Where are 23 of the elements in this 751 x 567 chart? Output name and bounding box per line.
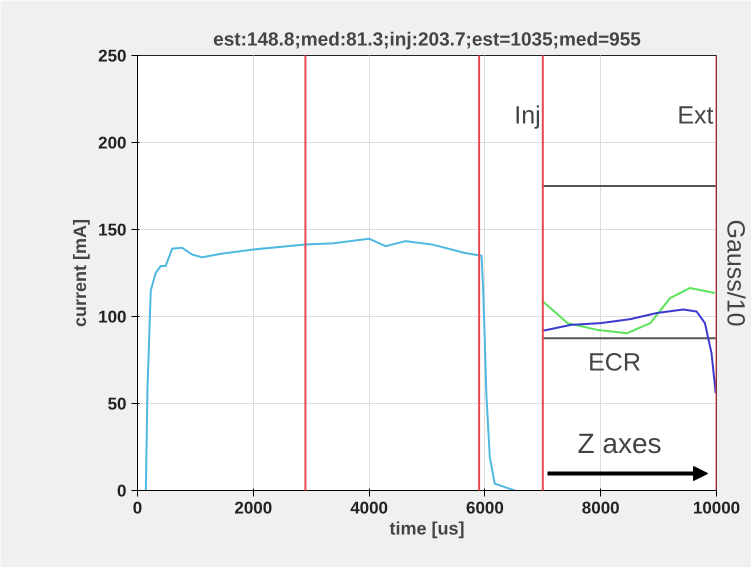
- annotation: Ext: [677, 102, 714, 130]
- x-tick-label: 2000: [234, 498, 272, 518]
- annotation: Z axes: [577, 428, 662, 459]
- annotation: ECR: [588, 348, 641, 376]
- y-axis-title: current [mA]: [70, 218, 90, 328]
- x-tick-label: 8000: [582, 498, 620, 518]
- y-tick-label: 250: [98, 46, 127, 66]
- annotation: Inj: [514, 102, 541, 130]
- text: Gauss/10: [722, 219, 750, 327]
- y-tick-label: 0: [117, 482, 127, 500]
- y-tick-label: 100: [98, 308, 127, 326]
- y-tick-label: 200: [98, 134, 127, 152]
- x-tick-label: 0: [132, 498, 142, 518]
- chart-title: est:148.8;med:81.3;inj:203.7;est=1035;med=955: [213, 30, 642, 50]
- x-tick-label: 10000: [692, 498, 740, 518]
- line-series: [144, 238, 516, 490]
- y-tick-label: 50: [108, 394, 127, 414]
- x-tick-label: 4000: [350, 498, 388, 518]
- line-series: [542, 308, 716, 394]
- x-tick-label: 6000: [466, 498, 504, 518]
- x-axis-title: time [us]: [389, 518, 465, 538]
- y-tick-label: 150: [98, 220, 127, 240]
- line-series: [542, 286, 716, 334]
